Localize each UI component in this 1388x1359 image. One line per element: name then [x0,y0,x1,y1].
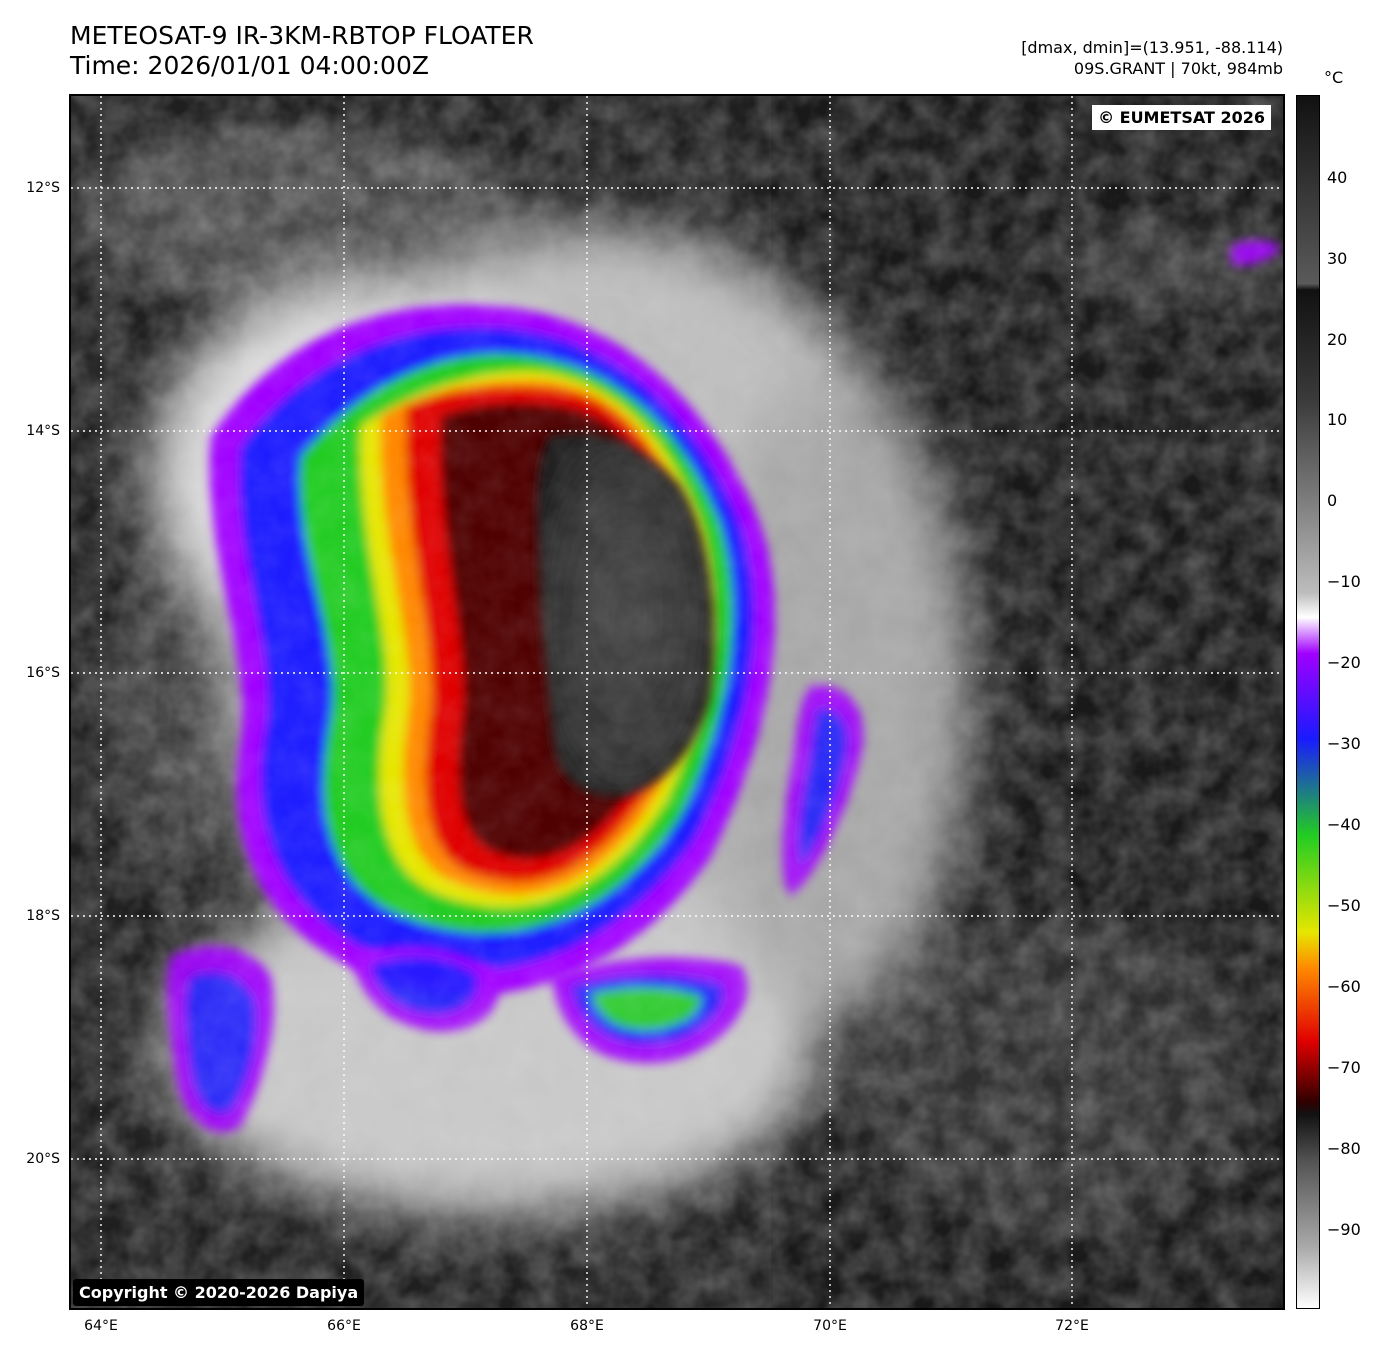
lon-label-72e: 72°E [1055,1318,1089,1334]
colorbar-tick: −10 [1327,572,1361,591]
lat-label-18s: 18°S [26,908,60,924]
colorbar-tick: 30 [1327,249,1348,268]
storm-info-text: 09S.GRANT | 70kt, 984mb [1073,59,1283,78]
lon-label-68e: 68°E [570,1318,604,1334]
colorbar-tick: 10 [1327,410,1348,429]
colorbar-tick: −40 [1327,815,1361,834]
colorbar-tick: −60 [1327,977,1361,996]
eumetsat-credit: © EUMETSAT 2026 [1092,105,1271,130]
colorbar-unit: °C [1324,68,1344,87]
temperature-colorbar [1296,95,1320,1309]
colorbar-tick: 20 [1327,330,1348,349]
graticule-lines [71,96,1283,1308]
colorbar-tick: −80 [1327,1139,1361,1158]
lon-label-66e: 66°E [327,1318,361,1334]
lat-label-20s: 20°S [26,1151,60,1167]
lon-label-70e: 70°E [813,1318,847,1334]
colorbar-tick: −20 [1327,653,1361,672]
lat-label-16s: 16°S [26,665,60,681]
dapiya-copyright: Copyright © 2020-2026 Dapiya [73,1279,365,1306]
colorbar-tick: 40 [1327,168,1348,187]
colorbar-tick: 0 [1327,491,1338,510]
image-title: METEOSAT-9 IR-3KM-RBTOP FLOATER [70,21,534,50]
data-range-text: [dmax, dmin]=(13.951, -88.114) [1021,38,1283,57]
satellite-image-panel: © EUMETSAT 2026 Copyright © 2020-2026 Da… [69,94,1285,1310]
colorbar-tick: −90 [1327,1220,1361,1239]
colorbar-tick: −50 [1327,896,1361,915]
image-time: Time: 2026/01/01 04:00:00Z [70,51,429,80]
colorbar-tick: −70 [1327,1058,1361,1077]
infrared-imagery [71,96,1283,1308]
colorbar-tick: −30 [1327,734,1361,753]
lon-label-64e: 64°E [84,1318,118,1334]
lat-label-12s: 12°S [26,180,60,196]
lat-label-14s: 14°S [26,423,60,439]
